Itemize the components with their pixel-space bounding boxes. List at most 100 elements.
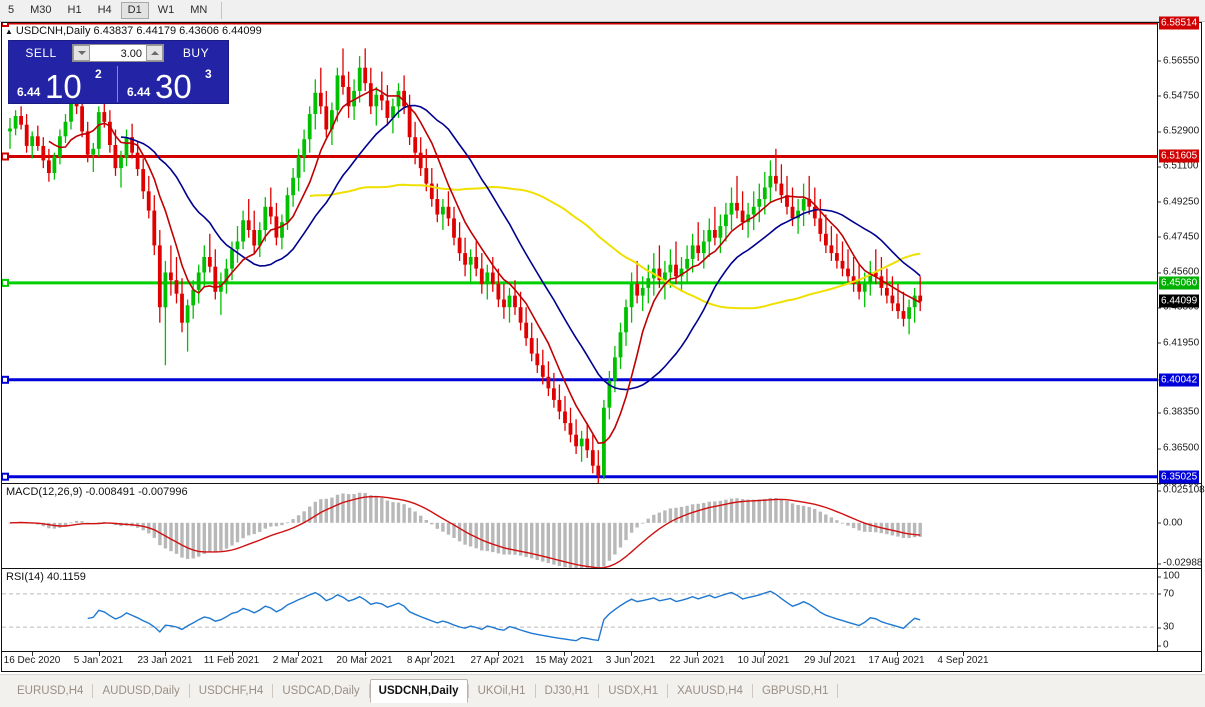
- chart-tab-bar: EURUSD,H4 AUDUSD,Daily USDCHF,H4 USDCAD,Dai…: [0, 674, 1205, 707]
- chart-tab-gbpusd-h1[interactable]: GBPUSD,H1: [761, 685, 829, 697]
- macd-tick: 0.00: [1157, 517, 1183, 529]
- rsi-plot-area[interactable]: [2, 569, 1157, 651]
- timeframe-button-d1[interactable]: D1: [120, 2, 149, 19]
- collapse-triangle-icon[interactable]: ▲: [5, 26, 13, 36]
- time-tick-label: 29 Jul 2021: [804, 655, 856, 666]
- chart-tab-dj30-h1[interactable]: DJ30,H1: [544, 685, 590, 697]
- buy-price-fraction: 3: [205, 67, 212, 81]
- macd-scale: 0.025108 0.00 -0.02988: [1157, 484, 1205, 569]
- price-tick: 6.54750: [1157, 90, 1200, 102]
- rsi-label: RSI(14) 40.1159: [6, 571, 86, 583]
- chart-tabs: EURUSD,H4 AUDUSD,Daily USDCHF,H4 USDCAD,Dai…: [8, 679, 839, 703]
- timeframe-button-m30[interactable]: M30: [30, 4, 52, 16]
- chart-tab-audusd-daily[interactable]: AUDUSD,Daily: [102, 685, 180, 697]
- timeframe-button-5[interactable]: 5: [8, 4, 15, 16]
- rsi-tick: 70: [1157, 588, 1175, 600]
- time-tick-label: 10 Jul 2021: [737, 655, 790, 666]
- chart-tab-usdchf-h4[interactable]: USDCHF,H4: [198, 685, 264, 697]
- tab-separator: [92, 684, 94, 698]
- time-tick-mark: [963, 652, 964, 656]
- time-tick-label: 17 Aug 2021: [868, 655, 925, 666]
- price-label-support: 6.45060: [1159, 276, 1200, 290]
- macd-tick: 0.025108: [1158, 484, 1205, 496]
- rsi-tick: 100: [1158, 570, 1180, 582]
- buy-price-prefix: 6.44: [127, 85, 151, 99]
- chart-title-text: USDCNH,Daily 6.43837 6.44179 6.43606 6.4…: [15, 25, 262, 37]
- tab-separator: [467, 684, 469, 698]
- time-tick-mark: [165, 652, 166, 656]
- price-tick: 6.38350: [1157, 406, 1200, 418]
- chart-tab-usdcnh-daily[interactable]: USDCNH,Daily: [369, 679, 468, 703]
- time-tick-label: 20 Mar 2021: [336, 655, 393, 666]
- buy-price-big: 30: [155, 68, 192, 105]
- time-tick-mark: [564, 652, 565, 656]
- price-label-resistance: 6.58514: [1159, 16, 1200, 30]
- price-label-resistance: 6.51605: [1159, 149, 1200, 163]
- tab-separator: [837, 684, 839, 698]
- time-tick-mark: [431, 652, 432, 656]
- time-tick-mark: [98, 652, 100, 656]
- timeframe-button-mn[interactable]: MN: [190, 4, 208, 16]
- spinner-up-icon[interactable]: [146, 45, 163, 61]
- macd-label: MACD(12,26,9) -0.008491 -0.007996: [6, 486, 188, 498]
- timeframe-toolbar: 5 M30 H1 H4 D1 W1 MN: [0, 0, 1205, 22]
- time-tick-label: 16 Dec 2020: [3, 655, 61, 666]
- price-tick: 6.52900: [1157, 125, 1200, 137]
- time-axis[interactable]: 16 Dec 2020 5 Jan 2021 23 Jan 2021 11 Feb 2…: [2, 651, 1201, 671]
- time-tick-mark: [231, 652, 233, 656]
- volume-value: 3.00: [120, 48, 142, 60]
- chart-tab-usdx-h1[interactable]: USDX,H1: [608, 685, 659, 697]
- timeframe-button-w1[interactable]: W1: [157, 4, 175, 16]
- sell-price-fraction: 2: [95, 67, 102, 81]
- time-tick-label: 27 Apr 2021: [470, 655, 525, 666]
- macd-plot-area[interactable]: [2, 484, 1157, 568]
- time-tick-label: 11 Feb 2021: [203, 655, 260, 666]
- time-tick-label: 23 Jan 2021: [137, 655, 193, 666]
- price-scale[interactable]: 6.56550 6.54750 6.52900 6.51100 6.49250 6.474…: [1157, 16, 1201, 489]
- one-click-trading-panel: SELL 3.00 BUY 6.44 10 2 6.44 30 3: [8, 40, 229, 105]
- time-tick-mark: [896, 652, 898, 656]
- time-tick-label: 15 May 2021: [535, 655, 593, 666]
- time-tick-label: 22 Jun 2021: [669, 655, 725, 666]
- rsi-tick: 0: [1158, 639, 1169, 651]
- tab-separator: [188, 684, 190, 698]
- chart-tab-usdcad-daily[interactable]: USDCAD,Daily: [282, 685, 360, 697]
- time-tick-mark: [697, 652, 698, 656]
- chart-tab-eurusd-h4[interactable]: EURUSD,H4: [17, 685, 84, 697]
- rsi-pane: RSI(14) 40.1159 100 70 30 0: [2, 568, 1201, 651]
- chart-title-bar: ▲ USDCNH,Daily 6.43837 6.44179 6.43606 6.…: [5, 25, 262, 37]
- tab-separator: [598, 684, 600, 698]
- tab-separator: [534, 684, 536, 698]
- sell-button[interactable]: SELL: [25, 46, 57, 60]
- price-label-last-price: 6.44099: [1159, 294, 1200, 308]
- tab-separator: [368, 684, 370, 698]
- one-click-trading-header: SELL 3.00 BUY: [9, 41, 228, 65]
- volume-stepper[interactable]: 3.00: [72, 44, 164, 62]
- timeframe-button-h1[interactable]: H1: [67, 4, 82, 16]
- price-label-level: 6.40042: [1159, 373, 1200, 387]
- price-tick: 6.56550: [1157, 55, 1200, 67]
- macd-pane: MACD(12,26,9) -0.008491 -0.007996 0.0251…: [2, 483, 1205, 569]
- macd-tick: -0.02988: [1157, 557, 1203, 569]
- toolbar-divider: [221, 2, 223, 19]
- rsi-tick: 30: [1157, 621, 1175, 633]
- price-label-level: 6.35025: [1159, 470, 1200, 484]
- buy-price-display[interactable]: 6.44 30 3: [121, 66, 226, 105]
- time-tick-mark: [32, 652, 33, 656]
- time-tick-label: 5 Jan 2021: [73, 655, 124, 666]
- panel-divider: [117, 66, 118, 102]
- sell-price-display[interactable]: 6.44 10 2: [11, 66, 116, 105]
- time-tick-mark: [497, 652, 499, 656]
- price-tick: 6.51100: [1157, 160, 1199, 172]
- spinner-down-icon[interactable]: [73, 45, 90, 61]
- time-tick-label: 3 Jun 2021: [605, 655, 656, 666]
- time-tick-mark: [830, 652, 831, 656]
- chart-tab-xauusd-h4[interactable]: XAUUSD,H4: [677, 685, 743, 697]
- price-pane: 6.56550 6.54750 6.52900 6.51100 6.49250 6.474…: [2, 16, 1201, 489]
- price-plot-area[interactable]: [2, 23, 1157, 483]
- time-tick-mark: [630, 652, 632, 656]
- timeframe-button-h4[interactable]: H4: [97, 4, 112, 16]
- buy-button[interactable]: BUY: [182, 46, 210, 60]
- chart-tab-ukoil-h1[interactable]: UKOil,H1: [477, 685, 526, 697]
- price-tick: 6.45600: [1157, 266, 1200, 278]
